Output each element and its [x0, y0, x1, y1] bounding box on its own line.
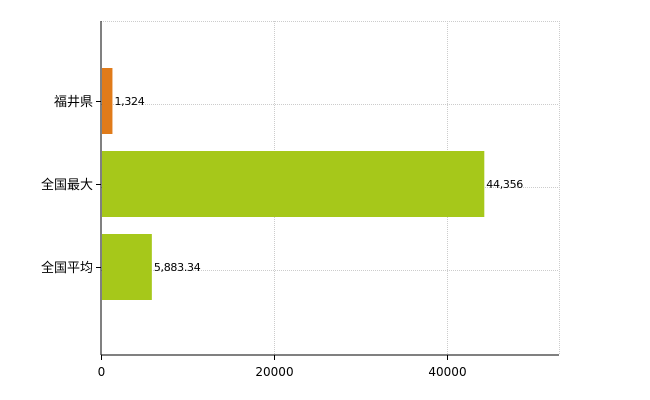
category-label-2: 全国平均 [41, 260, 93, 276]
data-label-2: 5,883.34 [154, 261, 201, 274]
data-label-1: 44,356 [486, 178, 523, 191]
x-tick-label-1: 20000 [255, 365, 293, 379]
x-tick-label-0: 0 [98, 365, 106, 379]
x-tick-label-2: 40000 [428, 365, 466, 379]
bars [102, 68, 485, 300]
category-label-0: 福井県 [54, 95, 93, 110]
x-ticks: 0 20000 40000 [98, 355, 467, 379]
axes [100, 21, 559, 356]
data-labels: 1,324 44,356 5,883.34 [114, 95, 523, 274]
bar-1 [102, 151, 485, 217]
category-label-1: 全国最大 [41, 177, 93, 193]
data-label-0: 1,324 [114, 95, 144, 108]
bar-2 [102, 234, 152, 300]
bar-0 [102, 68, 113, 134]
